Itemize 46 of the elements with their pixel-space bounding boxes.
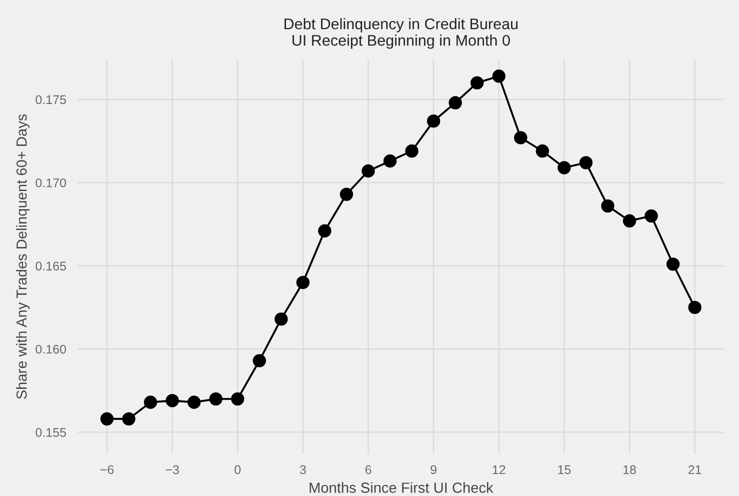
- y-tick-label: 0.155: [36, 428, 66, 437]
- chart-title: Debt Delinquency in Credit Bureau UI Receipt Beginning in Month 0: [284, 18, 518, 49]
- x-tick-label: 6: [365, 465, 372, 474]
- x-tick-label: −3: [166, 465, 179, 474]
- point: [274, 312, 288, 326]
- point: [448, 96, 462, 110]
- point: [666, 258, 680, 271]
- point: [231, 392, 244, 406]
- point: [579, 156, 593, 170]
- x-tick-label: 9: [430, 465, 436, 474]
- point: [209, 392, 222, 406]
- point: [340, 188, 354, 201]
- point: [644, 209, 658, 223]
- point: [122, 412, 136, 426]
- point: [318, 224, 332, 238]
- x-tick-label: 0: [234, 465, 241, 474]
- point: [688, 300, 702, 314]
- y-tick-label: 0.165: [36, 262, 66, 270]
- point: [514, 131, 528, 144]
- y-tick-label: 0.160: [36, 344, 66, 354]
- point: [558, 161, 571, 174]
- point: [601, 199, 614, 213]
- x-tick-label: 15: [558, 465, 571, 474]
- x-axis-title: Months Since First UI Check: [310, 482, 494, 493]
- point: [622, 214, 636, 228]
- x-tick-label: 18: [624, 465, 636, 474]
- y-tick-label: 0.175: [36, 95, 66, 104]
- point: [470, 76, 484, 90]
- point: [426, 114, 440, 128]
- point: [296, 276, 310, 290]
- x-tick-label: 3: [300, 465, 306, 474]
- point: [536, 144, 550, 158]
- point: [405, 144, 418, 158]
- y-tick-label: 0.170: [36, 178, 66, 188]
- point: [362, 164, 375, 178]
- point: [144, 396, 158, 409]
- point: [252, 354, 266, 368]
- x-tick-label: 21: [688, 465, 702, 474]
- point: [187, 396, 201, 409]
- point: [100, 412, 114, 426]
- point: [492, 70, 506, 83]
- x-tick-label: −6: [100, 465, 114, 474]
- point: [166, 394, 179, 408]
- point: [383, 154, 397, 168]
- y-axis-title: Share with Any Trades Delinquent 60+ Days: [16, 114, 30, 399]
- x-tick-label: 12: [492, 465, 506, 474]
